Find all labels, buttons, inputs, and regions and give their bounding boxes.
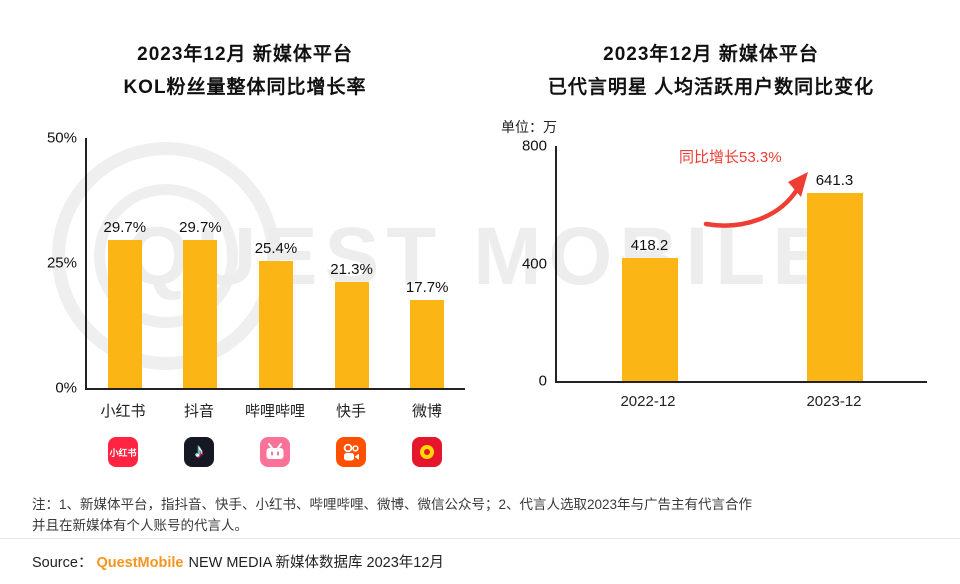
- source-line: Source： QuestMobile NEW MEDIA 新媒体数据库 2023年…: [32, 551, 444, 572]
- source-brand: QuestMobile: [96, 555, 184, 571]
- bar-douyin: [183, 239, 218, 388]
- bar-value-label: 641.3: [815, 171, 854, 189]
- category-label-douyin: 抖音: [183, 403, 214, 420]
- category-label-bilibili: 哔哩哔哩: [244, 403, 305, 420]
- footnote-line1: 注：1、新媒体平台，指抖音、快手、小红书、哔哩哔哩、微博、微信公众号；2、代言人…: [32, 497, 753, 512]
- weibo-eye-glyph: [420, 445, 434, 459]
- category-label-xiaohongshu: 小红书: [100, 403, 146, 420]
- kol-fan-growth-chart-panel: 2023年12月 新媒体平台 KOL粉丝量整体同比增长率 50% 25% 0% …: [25, 38, 465, 467]
- bar-2023-12: [806, 192, 863, 381]
- left-plot-area: 50% 25% 0% 29.7% 29.7% 25.4% 21.3%: [47, 130, 465, 397]
- bar-group-2023-12: 641.3: [742, 146, 927, 381]
- right-ytick-400: 400: [521, 255, 547, 272]
- right-bars: 418.2 641.3: [557, 146, 927, 381]
- kuaishou-camera-glyph: [343, 443, 359, 461]
- left-ytick-0: 0%: [55, 379, 77, 397]
- bar-bilibili: [258, 261, 293, 388]
- right-chart-title-line2: 已代言明星 人均活跃用户数同比变化: [547, 77, 875, 98]
- right-chart-title: 2023年12月 新媒体平台 已代言明星 人均活跃用户数同比变化: [495, 38, 927, 104]
- bar-value-label: 17.7%: [405, 278, 449, 296]
- category-label-weibo: 微博: [411, 403, 442, 420]
- bar-weibo: [410, 299, 445, 388]
- right-ytick-0: 0: [538, 372, 547, 390]
- bar-kuaishou: [334, 281, 369, 388]
- bilibili-icon: [260, 437, 290, 467]
- bar-value-label: 418.2: [630, 237, 669, 255]
- platform-icons-row: 小红书 ♪: [85, 437, 465, 467]
- left-chart-title: 2023年12月 新媒体平台 KOL粉丝量整体同比增长率: [25, 38, 465, 104]
- right-plot-area: 800 400 0 418.2 641.3 同比增长53.3%: [522, 138, 927, 390]
- category-label-2022-12: 2022-12: [620, 393, 676, 410]
- bar-value-label: 25.4%: [254, 240, 298, 257]
- footer-divider: [0, 538, 960, 539]
- footnote: 注：1、新媒体平台，指抖音、快手、小红书、哔哩哔哩、微博、微信公众号；2、代言人…: [32, 494, 942, 536]
- kuaishou-icon: [336, 437, 366, 467]
- bar-group-douyin: 29.7%: [163, 138, 239, 388]
- bar-group-xiaohongshu: 29.7%: [87, 138, 163, 388]
- bilibili-tv-glyph: [266, 443, 284, 459]
- growth-arrow-icon: [703, 172, 808, 228]
- bar-group-kuaishou: 21.3%: [314, 138, 390, 388]
- left-category-labels: 小红书 抖音 哔哩哔哩 快手 微博: [85, 400, 465, 421]
- left-chart-title-line2: KOL粉丝量整体同比增长率: [123, 77, 367, 98]
- weibo-icon: [412, 437, 442, 467]
- source-prefix: Source：: [32, 555, 93, 571]
- left-ytick-50: 50%: [46, 129, 77, 147]
- category-label-2023-12: 2023-12: [806, 393, 862, 410]
- active-users-chart-panel: 2023年12月 新媒体平台 已代言明星 人均活跃用户数同比变化 单位：万 80…: [495, 38, 927, 410]
- bar-group-2022-12: 418.2: [557, 146, 742, 381]
- left-bars: 29.7% 29.7% 25.4% 21.3% 17.7%: [87, 138, 465, 388]
- growth-annotation: 同比增长53.3%: [679, 149, 782, 166]
- bar-2022-12: [621, 258, 678, 381]
- unit-label: 单位：万: [501, 119, 557, 135]
- left-chart-title-line1: 2023年12月 新媒体平台: [137, 44, 353, 65]
- right-category-labels: 2022-12 2023-12: [555, 393, 927, 410]
- category-label-kuaishou: 快手: [335, 403, 366, 420]
- footnote-line2: 并且在新媒体有个人账号的代言人。: [32, 518, 248, 533]
- douyin-icon: ♪: [184, 437, 214, 467]
- right-ytick-800: 800: [521, 137, 547, 155]
- bar-group-bilibili: 25.4%: [238, 138, 314, 388]
- bar-value-label: 29.7%: [103, 218, 147, 236]
- bar-group-weibo: 17.7%: [389, 138, 465, 388]
- bar-value-label: 29.7%: [179, 218, 222, 236]
- bar-value-label: 21.3%: [330, 260, 373, 278]
- source-suffix: NEW MEDIA 新媒体数据库 2023年12月: [188, 555, 444, 571]
- right-chart-title-line1: 2023年12月 新媒体平台: [603, 44, 819, 65]
- bar-xiaohongshu: [107, 239, 142, 388]
- left-ytick-25: 25%: [46, 254, 77, 272]
- xiaohongshu-icon: 小红书: [108, 437, 138, 467]
